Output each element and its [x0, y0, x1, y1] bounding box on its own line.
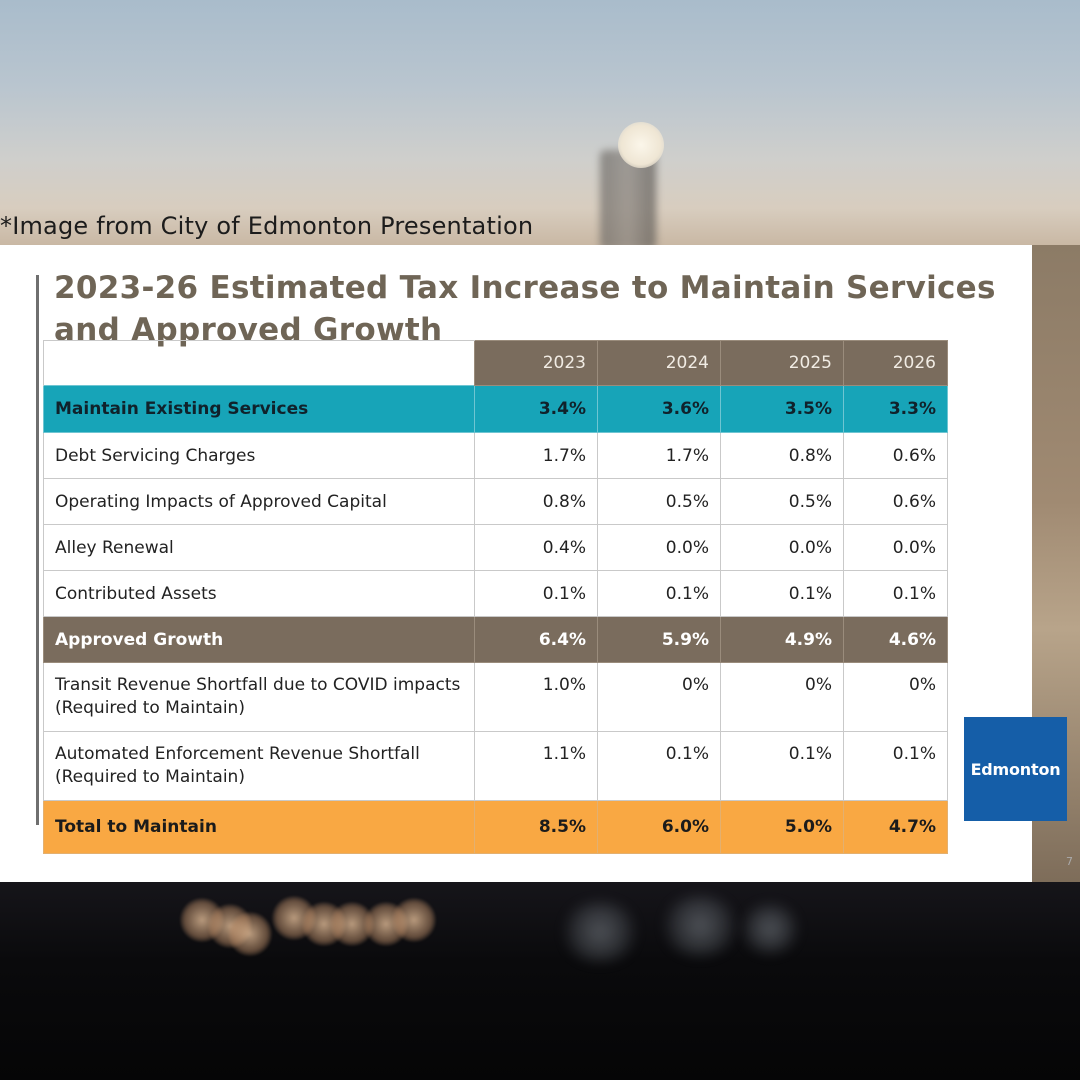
cell-2024: 6.0% [597, 800, 721, 854]
cell-2025: 0.8% [720, 432, 844, 479]
column-header-2026: 2026 [843, 340, 948, 386]
cell-2024: 0.5% [597, 478, 721, 525]
row-label: Debt Servicing Charges [43, 432, 475, 479]
cell-2026: 0.1% [843, 731, 948, 801]
table-header-row: 2023 2024 2025 2026 [43, 340, 948, 386]
row-label: Maintain Existing Services [43, 385, 475, 433]
cell-2026: 3.3% [843, 385, 948, 433]
table-header-blank [43, 340, 475, 386]
cell-2023: 1.7% [474, 432, 598, 479]
cell-2024: 0.1% [597, 731, 721, 801]
background-sky [0, 0, 1080, 245]
bokeh-light [392, 898, 436, 942]
cell-2025: 0.0% [720, 524, 844, 571]
row-label: Approved Growth [43, 616, 475, 663]
cell-2024: 3.6% [597, 385, 721, 433]
cell-2023: 6.4% [474, 616, 598, 663]
row-label: Automated Enforcement Revenue Shortfall … [43, 731, 475, 801]
cell-2024: 0.0% [597, 524, 721, 571]
cell-2023: 3.4% [474, 385, 598, 433]
table-row-debt-servicing: Debt Servicing Charges 1.7% 1.7% 0.8% 0.… [43, 432, 948, 479]
cell-2026: 0% [843, 662, 948, 732]
cell-2026: 0.1% [843, 570, 948, 617]
cell-2023: 0.1% [474, 570, 598, 617]
cell-2023: 1.0% [474, 662, 598, 732]
row-label: Transit Revenue Shortfall due to COVID i… [43, 662, 475, 732]
table-row-operating-impacts: Operating Impacts of Approved Capital 0.… [43, 478, 948, 525]
column-header-2023: 2023 [474, 340, 598, 386]
row-label: Operating Impacts of Approved Capital [43, 478, 475, 525]
cell-2025: 0.1% [720, 731, 844, 801]
cell-2026: 0.0% [843, 524, 948, 571]
tax-increase-table: 2023 2024 2025 2026 Maintain Existing Se… [43, 340, 948, 854]
row-label: Alley Renewal [43, 524, 475, 571]
table-row-alley-renewal: Alley Renewal 0.4% 0.0% 0.0% 0.0% [43, 524, 948, 571]
table-row-maintain-existing-services: Maintain Existing Services 3.4% 3.6% 3.5… [43, 385, 948, 433]
bokeh-light [228, 912, 272, 956]
row-label: Contributed Assets [43, 570, 475, 617]
background-light [618, 122, 664, 168]
slide-left-rule [36, 275, 39, 825]
background-bottom [0, 882, 1080, 1080]
cell-2026: 0.6% [843, 478, 948, 525]
table-row-transit-revenue: Transit Revenue Shortfall due to COVID i… [43, 662, 948, 732]
image-caption: *Image from City of Edmonton Presentatio… [0, 212, 534, 240]
row-label: Total to Maintain [43, 800, 475, 854]
cell-2025: 0.1% [720, 570, 844, 617]
table-row-approved-growth: Approved Growth 6.4% 5.9% 4.9% 4.6% [43, 616, 948, 663]
table-row-automated-enforcement: Automated Enforcement Revenue Shortfall … [43, 731, 948, 801]
cell-2024: 1.7% [597, 432, 721, 479]
cell-2023: 0.8% [474, 478, 598, 525]
table-row-contributed-assets: Contributed Assets 0.1% 0.1% 0.1% 0.1% [43, 570, 948, 617]
cell-2023: 1.1% [474, 731, 598, 801]
column-header-2024: 2024 [597, 340, 721, 386]
column-header-2025: 2025 [720, 340, 844, 386]
cell-2025: 3.5% [720, 385, 844, 433]
cell-2026: 4.7% [843, 800, 948, 854]
bokeh-light [560, 902, 640, 962]
edmonton-logo: Edmonton [964, 717, 1067, 821]
slide-title: 2023-26 Estimated Tax Increase to Mainta… [54, 270, 996, 348]
cell-2024: 5.9% [597, 616, 721, 663]
cell-2023: 8.5% [474, 800, 598, 854]
cell-2025: 4.9% [720, 616, 844, 663]
cell-2026: 0.6% [843, 432, 948, 479]
cell-2025: 0% [720, 662, 844, 732]
page-number: 7 [1066, 855, 1073, 868]
cell-2023: 0.4% [474, 524, 598, 571]
bokeh-light [660, 896, 740, 956]
table-row-total-to-maintain: Total to Maintain 8.5% 6.0% 5.0% 4.7% [43, 800, 948, 854]
cell-2025: 0.5% [720, 478, 844, 525]
cell-2024: 0% [597, 662, 721, 732]
cell-2026: 4.6% [843, 616, 948, 663]
cell-2025: 5.0% [720, 800, 844, 854]
bokeh-light [740, 904, 800, 954]
cell-2024: 0.1% [597, 570, 721, 617]
